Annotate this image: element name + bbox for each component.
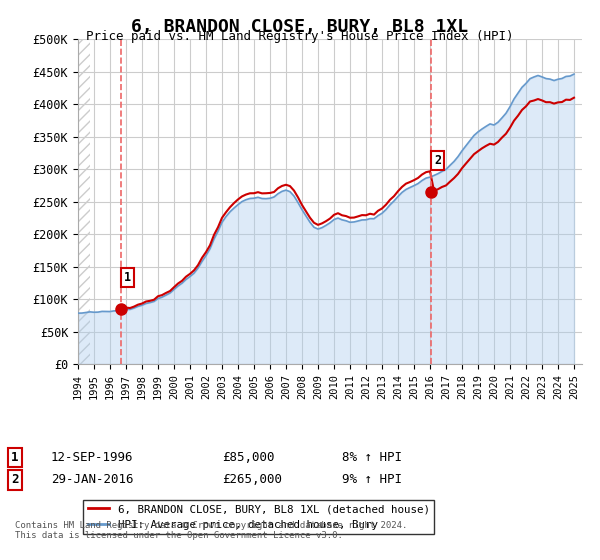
- Text: 12-SEP-1996: 12-SEP-1996: [51, 451, 133, 464]
- Text: 29-JAN-2016: 29-JAN-2016: [51, 473, 133, 487]
- Text: 9% ↑ HPI: 9% ↑ HPI: [342, 473, 402, 487]
- Text: 6, BRANDON CLOSE, BURY, BL8 1XL: 6, BRANDON CLOSE, BURY, BL8 1XL: [131, 18, 469, 36]
- Text: £85,000: £85,000: [222, 451, 275, 464]
- Text: Price paid vs. HM Land Registry's House Price Index (HPI): Price paid vs. HM Land Registry's House …: [86, 30, 514, 43]
- Text: 8% ↑ HPI: 8% ↑ HPI: [342, 451, 402, 464]
- Bar: [78, 39, 90, 364]
- Legend: 6, BRANDON CLOSE, BURY, BL8 1XL (detached house), HPI: Average price, detached h: 6, BRANDON CLOSE, BURY, BL8 1XL (detache…: [83, 500, 434, 534]
- Text: 1: 1: [11, 451, 19, 464]
- Text: 2: 2: [11, 473, 19, 487]
- Bar: [78, 39, 90, 364]
- Text: 2: 2: [434, 154, 441, 167]
- Text: 1: 1: [124, 271, 131, 284]
- Text: Contains HM Land Registry data © Crown copyright and database right 2024.
This d: Contains HM Land Registry data © Crown c…: [15, 521, 407, 540]
- Text: £265,000: £265,000: [222, 473, 282, 487]
